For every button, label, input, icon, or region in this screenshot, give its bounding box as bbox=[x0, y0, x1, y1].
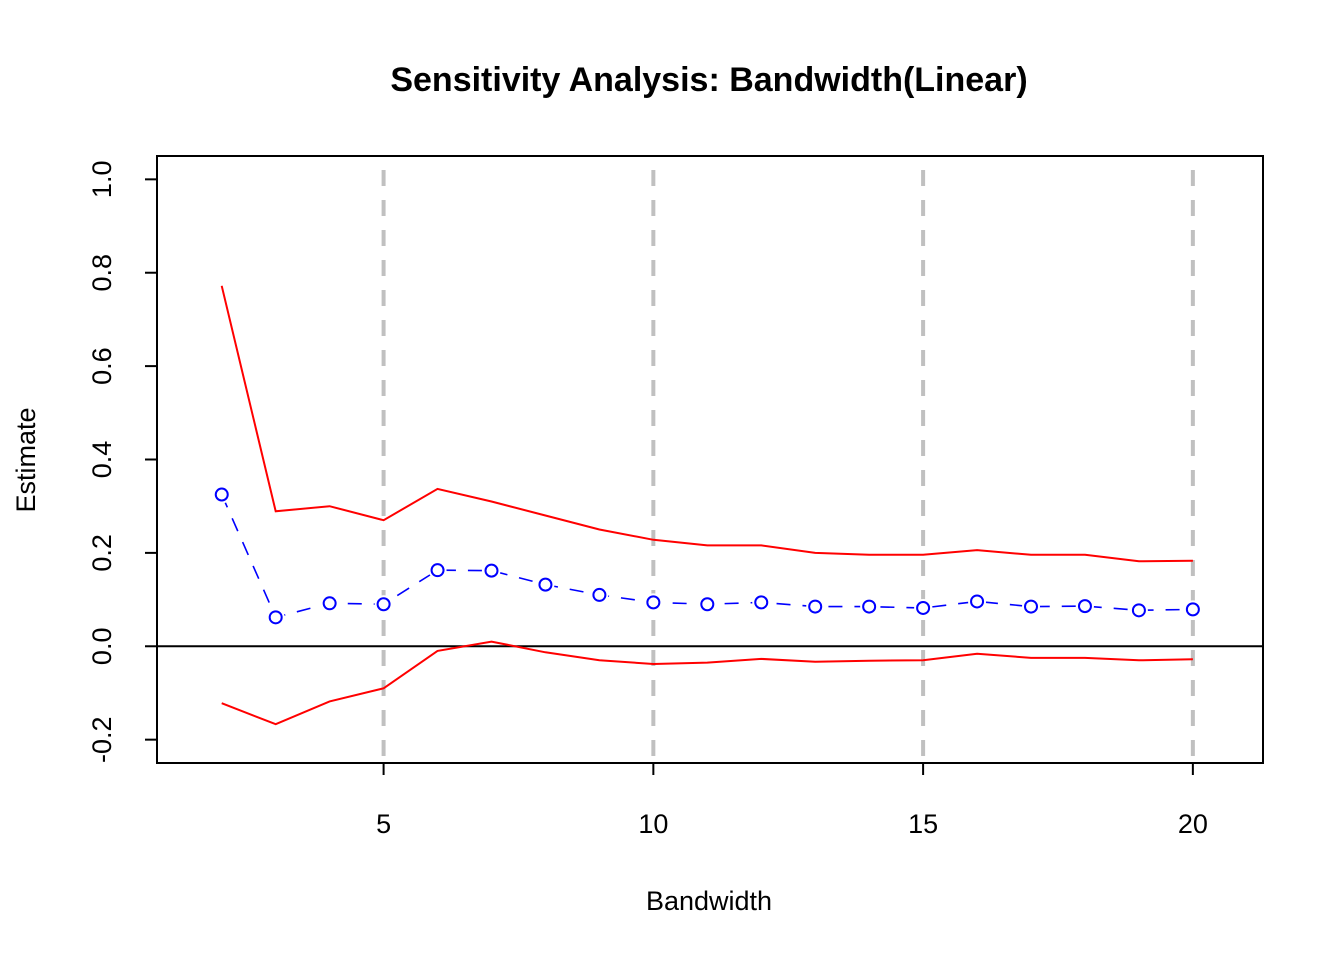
data-point-estimate bbox=[214, 487, 229, 502]
y-tick-label: 0.2 bbox=[87, 534, 117, 572]
reference-lines bbox=[157, 170, 1263, 763]
data-point-estimate bbox=[1077, 599, 1092, 614]
axes: 5 10 15 20 -0.2 0.0 0.2 0.4 0.6 0.8 1.0 bbox=[87, 161, 1208, 839]
y-axis-label: Estimate bbox=[11, 407, 41, 512]
data-point-estimate bbox=[430, 563, 445, 578]
y-tick-label: 0.6 bbox=[87, 347, 117, 385]
x-tick-label: 15 bbox=[908, 809, 938, 839]
y-tick-label: 0.0 bbox=[87, 628, 117, 666]
data-point-estimate bbox=[538, 577, 553, 592]
data-point-estimate bbox=[754, 595, 769, 610]
x-tick-label: 20 bbox=[1178, 809, 1208, 839]
chart-title: Sensitivity Analysis: Bandwidth(Linear) bbox=[390, 61, 1027, 99]
data-point-estimate bbox=[1131, 603, 1146, 618]
data-point-estimate bbox=[322, 596, 337, 611]
y-tick-label: 0.8 bbox=[87, 254, 117, 292]
data-point-estimate bbox=[646, 595, 661, 610]
data-point-estimate bbox=[268, 610, 283, 625]
data-point-estimate bbox=[376, 597, 391, 612]
series-line-upper bbox=[220, 285, 1193, 563]
data-point-estimate bbox=[592, 587, 607, 602]
data-point-estimate bbox=[484, 563, 499, 578]
y-tick-label: 1.0 bbox=[87, 161, 117, 199]
x-tick-label: 5 bbox=[376, 809, 391, 839]
y-tick-label: 0.4 bbox=[87, 441, 117, 479]
y-tick-label: -0.2 bbox=[87, 716, 117, 763]
data-series bbox=[212, 285, 1202, 726]
data-point-estimate bbox=[970, 594, 985, 609]
data-point-estimate bbox=[1185, 602, 1200, 617]
data-point-estimate bbox=[808, 599, 823, 614]
x-tick-label: 10 bbox=[638, 809, 668, 839]
series-line-lower bbox=[221, 640, 1193, 726]
data-point-estimate bbox=[1024, 599, 1039, 614]
x-axis-label: Bandwidth bbox=[646, 886, 772, 916]
data-point-estimate bbox=[916, 600, 931, 615]
data-point-estimate bbox=[862, 599, 877, 614]
data-point-estimate bbox=[700, 597, 715, 612]
plot-frame bbox=[156, 155, 1264, 764]
